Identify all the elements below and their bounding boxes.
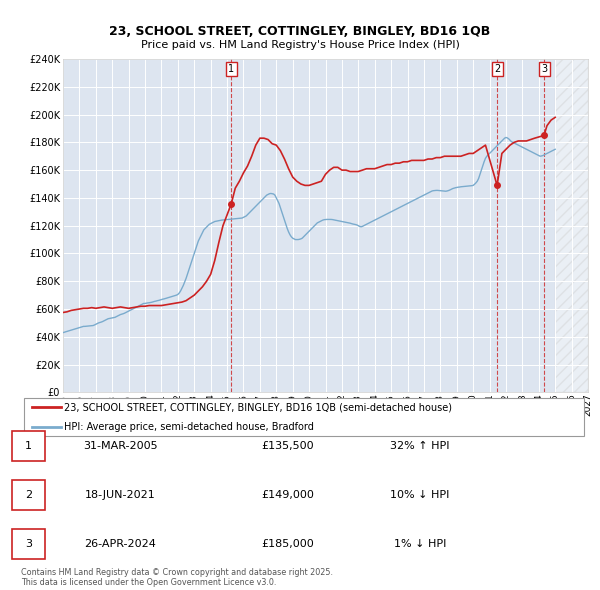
Text: This data is licensed under the Open Government Licence v3.0.: This data is licensed under the Open Gov… bbox=[21, 578, 277, 587]
Text: Contains HM Land Registry data © Crown copyright and database right 2025.: Contains HM Land Registry data © Crown c… bbox=[21, 568, 333, 577]
Text: £135,500: £135,500 bbox=[262, 441, 314, 451]
Text: 23, SCHOOL STREET, COTTINGLEY, BINGLEY, BD16 1QB (semi-detached house): 23, SCHOOL STREET, COTTINGLEY, BINGLEY, … bbox=[64, 402, 452, 412]
Text: Price paid vs. HM Land Registry's House Price Index (HPI): Price paid vs. HM Land Registry's House … bbox=[140, 40, 460, 50]
Text: £149,000: £149,000 bbox=[262, 490, 314, 500]
Text: 1% ↓ HPI: 1% ↓ HPI bbox=[394, 539, 446, 549]
Text: £185,000: £185,000 bbox=[262, 539, 314, 549]
Text: 3: 3 bbox=[541, 64, 547, 74]
Text: HPI: Average price, semi-detached house, Bradford: HPI: Average price, semi-detached house,… bbox=[64, 422, 313, 432]
Text: 31-MAR-2005: 31-MAR-2005 bbox=[83, 441, 157, 451]
Text: 26-APR-2024: 26-APR-2024 bbox=[84, 539, 156, 549]
Text: 10% ↓ HPI: 10% ↓ HPI bbox=[391, 490, 449, 500]
Text: 1: 1 bbox=[228, 64, 234, 74]
Text: 3: 3 bbox=[25, 539, 32, 549]
Text: 32% ↑ HPI: 32% ↑ HPI bbox=[390, 441, 450, 451]
Text: 1: 1 bbox=[25, 441, 32, 451]
Text: 2: 2 bbox=[494, 64, 500, 74]
Text: 2: 2 bbox=[25, 490, 32, 500]
Text: 23, SCHOOL STREET, COTTINGLEY, BINGLEY, BD16 1QB: 23, SCHOOL STREET, COTTINGLEY, BINGLEY, … bbox=[109, 25, 491, 38]
Text: 18-JUN-2021: 18-JUN-2021 bbox=[85, 490, 155, 500]
FancyBboxPatch shape bbox=[24, 398, 584, 435]
